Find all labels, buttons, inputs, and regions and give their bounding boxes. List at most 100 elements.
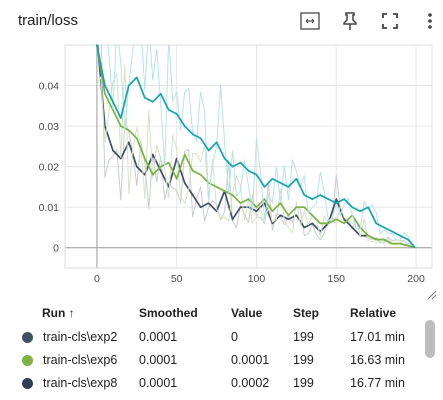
y-tick-label: 0.01 (39, 202, 60, 214)
data-point (231, 165, 234, 168)
raw-value: 0.0002 (231, 376, 270, 390)
data-point (112, 100, 114, 103)
data-point (183, 153, 186, 156)
pin-icon (343, 12, 357, 30)
data-point (215, 141, 218, 144)
data-point (239, 202, 242, 204)
y-tick-label: 0.02 (39, 162, 60, 174)
y-tick-label: 0.04 (39, 81, 60, 93)
table-row[interactable]: train-cls\exp6 0.0001 0.0001 199 16.63 m… (0, 349, 430, 372)
data-point (199, 173, 202, 176)
data-point (183, 182, 186, 184)
smoothed-value: 0.0001 (139, 330, 178, 344)
fullscreen-icon (382, 13, 398, 29)
data-point (279, 182, 282, 184)
data-point (151, 153, 154, 156)
table-row[interactable]: train-cls\exp2 0.0001 0 199 17.01 min (0, 326, 430, 349)
table-row[interactable]: train-cls\exp8 0.0001 0.0002 199 16.77 m… (0, 372, 430, 395)
data-point (413, 246, 416, 248)
data-point (407, 244, 409, 247)
header-value[interactable]: Value (231, 306, 263, 320)
data-point (120, 157, 122, 160)
data-point (191, 133, 194, 135)
data-point (96, 44, 98, 46)
data-point (159, 169, 162, 172)
data-point (112, 109, 114, 111)
data-point (255, 206, 258, 208)
data-point (327, 222, 330, 225)
data-point (120, 117, 122, 119)
y-tick-label: 0.03 (39, 121, 60, 133)
smoothed-value: 0.0001 (139, 376, 178, 390)
data-point (351, 226, 354, 229)
data-point (343, 222, 346, 225)
data-point (303, 206, 306, 208)
header-relative[interactable]: Relative (350, 306, 397, 320)
data-point (311, 198, 314, 200)
data-point (104, 84, 106, 87)
data-point (112, 149, 114, 152)
header-run[interactable]: Run ↑ (42, 306, 75, 320)
more-vertical-icon (428, 13, 432, 29)
data-point (319, 230, 322, 233)
data-point (279, 202, 282, 204)
more-menu-button[interactable] (419, 10, 441, 32)
data-point (271, 222, 274, 225)
data-point (167, 161, 170, 164)
data-point (295, 178, 298, 180)
data-point (104, 92, 106, 95)
data-point (399, 234, 401, 237)
data-point (303, 226, 306, 229)
step-value: 199 (293, 353, 314, 367)
data-point (303, 194, 306, 196)
fit-domain-icon (300, 12, 320, 30)
relative-value: 17.01 min (350, 330, 405, 344)
run-name: train-cls\exp2 (43, 330, 118, 344)
data-point (327, 198, 330, 200)
pin-button[interactable] (339, 10, 361, 32)
data-point (247, 206, 250, 208)
run-color-dot (22, 332, 33, 343)
y-tick-label: 0 (53, 243, 59, 255)
data-point (295, 206, 298, 208)
data-point (391, 242, 393, 245)
data-point (311, 222, 314, 225)
data-point (143, 96, 146, 99)
relative-value: 16.77 min (350, 376, 405, 390)
data-point (255, 173, 258, 176)
header-smoothed[interactable]: Smoothed (139, 306, 198, 320)
data-point (136, 76, 138, 79)
data-point (247, 169, 250, 172)
data-point (191, 194, 194, 196)
data-point (263, 186, 266, 188)
series-raw-line (100, 45, 415, 247)
data-point (231, 218, 234, 221)
data-point (335, 218, 338, 221)
data-point (231, 194, 234, 196)
x-tick-label: 200 (407, 273, 425, 285)
data-point (159, 165, 162, 168)
resize-handle-icon[interactable] (427, 290, 437, 300)
loss-chart[interactable]: 0 50 100 150 200 0 0.01 0.02 0.03 0.04 (0, 40, 443, 290)
data-point (279, 214, 282, 217)
data-point (295, 214, 298, 217)
data-point (375, 222, 377, 225)
data-point (343, 218, 346, 221)
smoothed-value: 0.0001 (139, 353, 178, 367)
data-point (191, 169, 194, 172)
fit-domain-button[interactable] (299, 10, 321, 32)
data-point (143, 157, 146, 160)
header-step[interactable]: Step (293, 306, 320, 320)
table-scrollbar[interactable] (425, 320, 435, 358)
data-point (391, 230, 393, 233)
raw-value: 0.0001 (231, 353, 270, 367)
data-point (239, 161, 242, 164)
data-point (183, 125, 186, 127)
data-point (255, 210, 258, 213)
x-tick-label: 150 (327, 273, 345, 285)
fullscreen-button[interactable] (379, 10, 401, 32)
data-point (399, 242, 401, 245)
series-raw-line (100, 45, 415, 248)
data-point (383, 226, 385, 229)
data-point (151, 173, 154, 176)
